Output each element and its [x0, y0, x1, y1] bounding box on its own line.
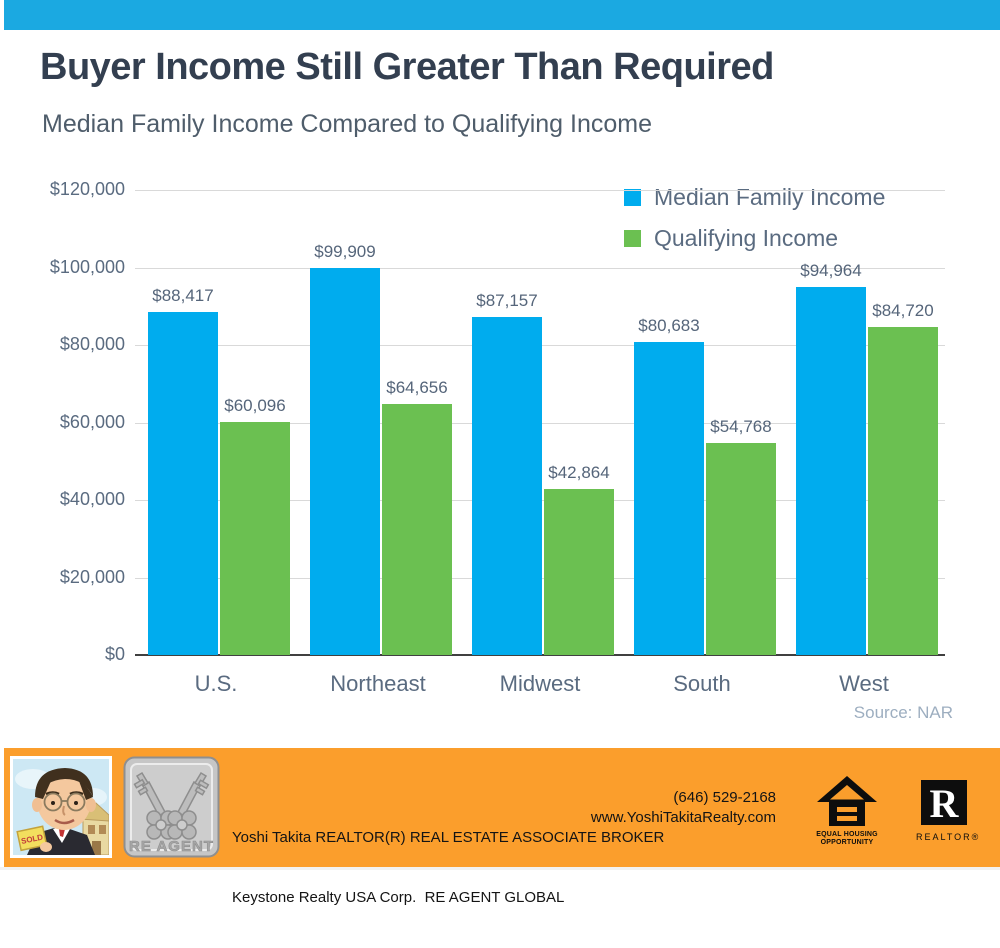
legend-item-median-family-income: Median Family Income: [624, 184, 885, 211]
y-axis-tick-label: $0: [104, 644, 125, 664]
source-note: Source: NAR: [853, 703, 953, 722]
category-label: Northeast: [330, 671, 426, 696]
value-bar-median: [148, 312, 218, 655]
equal-housing-logo: EQUAL HOUSING OPPORTUNITY: [816, 776, 878, 847]
website-url: www.YoshiTakitaRealty.com: [590, 809, 776, 826]
y-axis-tick-label: $80,000: [59, 334, 125, 354]
bar-value-label: $99,909: [314, 241, 376, 261]
y-axis-tick-label: $60,000: [59, 411, 125, 432]
crossed-keys-icon: RE AGENT: [123, 756, 220, 858]
category-label: South: [673, 671, 731, 696]
page-title: Buyer Income Still Greater Than Required: [40, 46, 774, 88]
bar-value-label: $60,096: [224, 396, 286, 416]
realtor-logo: R REALTOR®: [916, 780, 981, 842]
bar-value-label: $64,656: [386, 378, 448, 398]
legend-swatch-qualifying-income: [624, 230, 641, 247]
value-bar-qualifying: [220, 422, 290, 655]
bar-value-label: $42,864: [548, 462, 610, 482]
value-bar-qualifying: [382, 404, 452, 655]
equal-housing-icon: [817, 776, 877, 826]
bar-value-label: $84,720: [872, 300, 934, 320]
y-axis-tick-label: $20,000: [59, 566, 125, 587]
category-label: West: [839, 671, 889, 696]
chart: Median Family Income Qualifying Income S…: [0, 170, 1000, 745]
contact-info: (646) 529-2168 www.YoshiTakitaRealty.com: [564, 788, 776, 828]
legend: Median Family Income Qualifying Income: [620, 182, 890, 268]
agent-photo: SOLD: [10, 756, 112, 858]
gridline: [135, 267, 945, 269]
value-bar-median: [634, 342, 704, 655]
bar-value-label: $94,964: [800, 261, 862, 280]
y-axis-tick-label: $120,000: [49, 179, 125, 199]
bar-value-label: $54,768: [710, 416, 772, 436]
reagent-logo: RE AGENT: [123, 756, 220, 858]
equal-housing-label-line2: OPPORTUNITY: [820, 839, 874, 846]
realtor-icon: R: [921, 780, 967, 826]
legend-label: Median Family Income: [654, 184, 886, 210]
reagent-logo-text: RE AGENT: [129, 838, 214, 855]
phone-number: (646) 529-2168: [673, 789, 776, 806]
svg-text:R: R: [930, 781, 960, 825]
legend-item-qualifying-income: Qualifying Income: [624, 225, 885, 252]
bar-value-label: $80,683: [638, 316, 700, 336]
category-label: U.S.: [194, 671, 238, 696]
y-axis-tick-label: $100,000: [49, 256, 125, 277]
realtor-label: REALTOR®: [916, 832, 981, 842]
bar-value-label: $88,417: [152, 286, 214, 306]
equal-housing-label-line1: EQUAL HOUSING: [816, 831, 878, 838]
footer: SOLD: [4, 748, 1000, 906]
value-bar-qualifying: [544, 488, 614, 655]
y-axis-tick-label: $40,000: [59, 489, 125, 509]
bottom-edge: [0, 867, 1000, 870]
value-bar-median: [472, 317, 542, 655]
infographic-page: { "colors": { "topbar_blue": "#1BA9E1", …: [0, 0, 1000, 906]
bar-value-label: $87,157: [476, 291, 538, 311]
top-accent-bar: [4, 0, 1000, 30]
agent-name-line: Yoshi Takita REALTOR(R) REAL ESTATE ASSO…: [232, 829, 665, 846]
agent-caricature-image: SOLD: [13, 759, 110, 856]
x-axis-line: [135, 654, 945, 656]
value-bar-qualifying: [706, 442, 776, 655]
value-bar-qualifying: [868, 326, 938, 655]
legend-swatch-median-family-income: [624, 189, 641, 206]
gridline: [135, 190, 945, 191]
agent-company-line: Keystone Realty USA Corp. RE AGENT GLOBA…: [232, 889, 565, 906]
category-label: Midwest: [499, 671, 581, 696]
page-subtitle: Median Family Income Compared to Qualify…: [42, 110, 652, 138]
legend-label: Qualifying Income: [654, 225, 839, 251]
value-bar-median: [310, 267, 380, 655]
value-bar-median: [796, 287, 866, 655]
